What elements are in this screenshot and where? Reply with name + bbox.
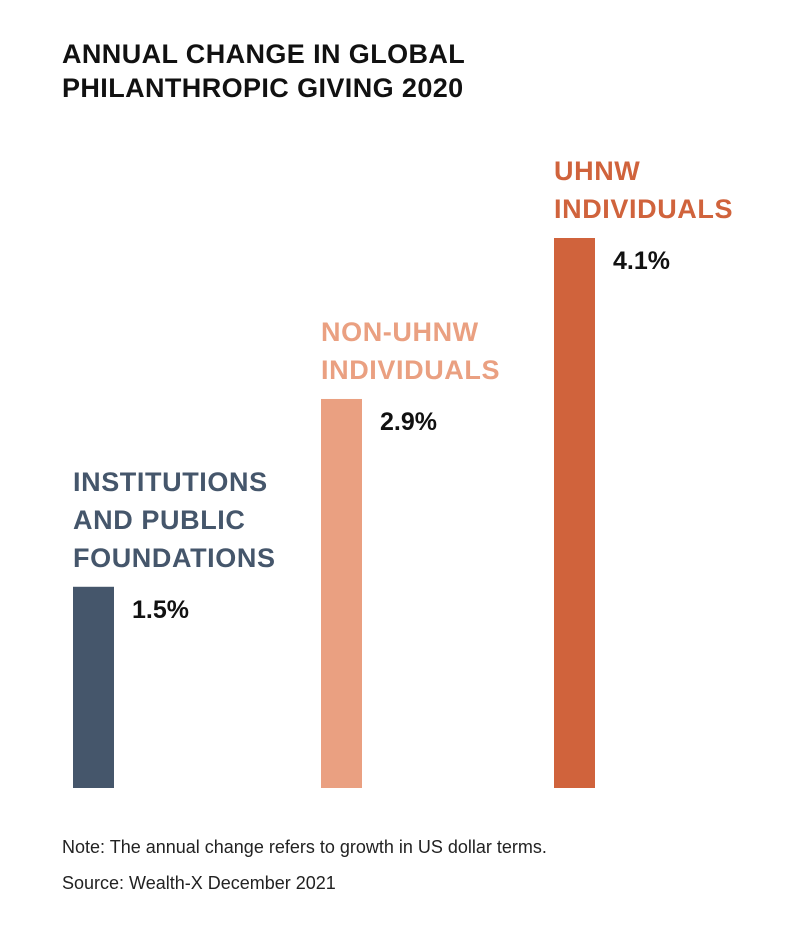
chart-title-line-2: PHILANTHROPIC GIVING 2020 — [62, 73, 464, 103]
bar-3 — [554, 238, 595, 788]
category-label-3-line-1: UHNW — [554, 156, 640, 186]
category-label-2-line-2: INDIVIDUALS — [321, 355, 500, 385]
category-label-1-line-2: AND PUBLIC — [73, 505, 246, 535]
bar-2 — [321, 398, 362, 788]
category-label-3-line-2: INDIVIDUALS — [554, 194, 733, 224]
value-label-3: 4.1% — [613, 247, 670, 275]
chart-title-line-1: ANNUAL CHANGE IN GLOBAL — [62, 39, 466, 69]
value-label-2: 2.9% — [380, 408, 437, 436]
category-label-1-line-1: INSTITUTIONS — [73, 467, 268, 497]
chart-source: Source: Wealth-X December 2021 — [62, 873, 336, 893]
value-label-1: 1.5% — [132, 596, 189, 624]
bar-1 — [73, 586, 114, 788]
chart-note: Note: The annual change refers to growth… — [62, 837, 547, 857]
category-label-2-line-1: NON-UHNW — [321, 317, 479, 347]
category-label-1-line-3: FOUNDATIONS — [73, 543, 276, 573]
